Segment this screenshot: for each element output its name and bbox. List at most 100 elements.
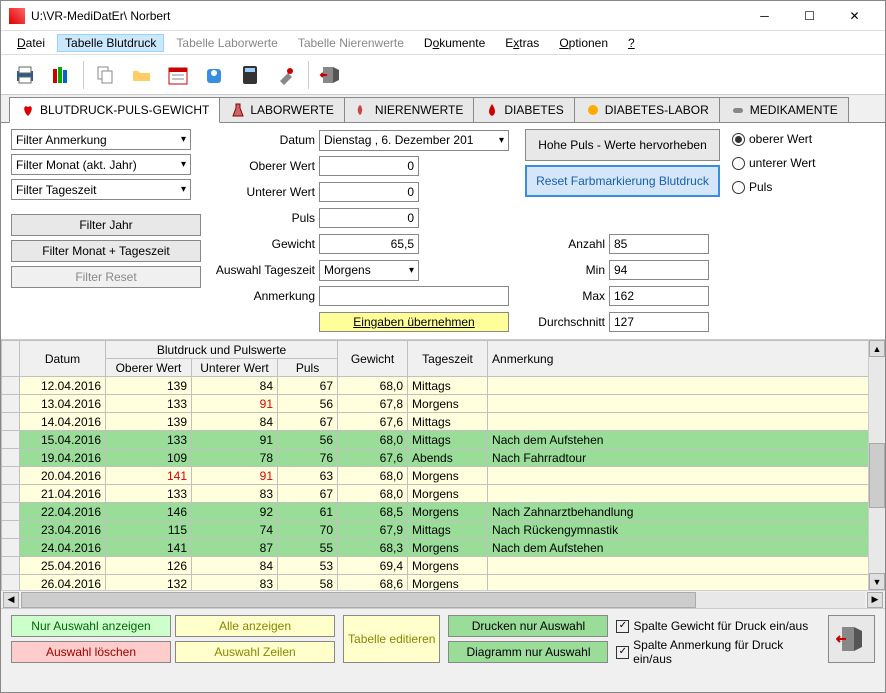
filter-tageszeit-combo[interactable]: Filter Tageszeit xyxy=(11,179,191,200)
gewicht-input[interactable] xyxy=(319,234,419,254)
filter-monat-combo[interactable]: Filter Monat (akt. Jahr) xyxy=(11,154,191,175)
books-icon[interactable] xyxy=(45,59,77,91)
hdr-datum[interactable]: Datum xyxy=(20,341,106,377)
tabstrip: BLUTDRUCK-PULS-GEWICHT LABORWERTE NIEREN… xyxy=(1,95,885,123)
tab-blutdruck[interactable]: BLUTDRUCK-PULS-GEWICHT xyxy=(9,97,220,123)
menu-extras[interactable]: Extras xyxy=(497,34,547,52)
data-table[interactable]: Datum Blutdruck und Pulswerte Gewicht Ta… xyxy=(1,340,885,590)
scroll-up-arrow[interactable]: ▲ xyxy=(869,340,885,357)
radio-puls[interactable]: Puls xyxy=(732,177,815,197)
hdr-puls[interactable]: Puls xyxy=(278,359,338,377)
calendar-icon[interactable] xyxy=(162,59,194,91)
check-anmerkung[interactable]: Spalte Anmerkung für Druck ein/aus xyxy=(616,641,820,663)
maximize-button[interactable]: ☐ xyxy=(787,2,832,30)
exit-button[interactable] xyxy=(828,615,875,663)
scroll-down-arrow[interactable]: ▼ xyxy=(869,573,885,590)
eingaben-uebernehmen-button[interactable]: Eingaben übernehmen xyxy=(319,312,509,332)
table-row[interactable]: 23.04.2016115747067,9MittagsNach Rückeng… xyxy=(2,521,885,539)
gewicht-label: Gewicht xyxy=(215,237,315,251)
table-row[interactable]: 12.04.2016139846768,0Mittags xyxy=(2,377,885,395)
puls-input[interactable] xyxy=(319,208,419,228)
tageszeit-combo[interactable]: Morgens xyxy=(319,260,419,281)
hohe-puls-button[interactable]: Hohe Puls - Werte hervorheben xyxy=(525,129,720,161)
hdr-bp[interactable]: Blutdruck und Pulswerte xyxy=(106,341,338,359)
calculator-icon[interactable] xyxy=(234,59,266,91)
copy-icon[interactable] xyxy=(90,59,122,91)
radio-unterer[interactable]: unterer Wert xyxy=(732,153,815,173)
heart-icon xyxy=(20,102,36,118)
menu-datei[interactable]: Datei xyxy=(9,34,53,52)
minimize-button[interactable]: ─ xyxy=(742,2,787,30)
auswahl-loeschen-button[interactable]: Auswahl löschen xyxy=(11,641,171,663)
tab-laborwerte[interactable]: LABORWERTE xyxy=(219,97,345,122)
oberer-label: Oberer Wert xyxy=(215,159,315,173)
radio-oberer[interactable]: oberer Wert xyxy=(732,129,815,149)
menu-tabelle-blutdruck[interactable]: Tabelle Blutdruck xyxy=(57,34,164,52)
menu-help[interactable]: ? xyxy=(620,34,643,52)
alle-anzeigen-button[interactable]: Alle anzeigen xyxy=(175,615,335,637)
filter-column: Filter Anmerkung Filter Monat (akt. Jahr… xyxy=(11,129,207,333)
table-row[interactable]: 25.04.2016126845369,4Morgens xyxy=(2,557,885,575)
table-row[interactable]: 13.04.2016133915667,8Morgens xyxy=(2,395,885,413)
hdr-unterer[interactable]: Unterer Wert xyxy=(192,359,278,377)
exit-icon[interactable] xyxy=(315,59,347,91)
hdr-tageszeit[interactable]: Tageszeit xyxy=(408,341,488,377)
min-label: Min xyxy=(525,263,605,277)
max-value: 162 xyxy=(609,286,709,306)
tab-medikamente[interactable]: MEDIKAMENTE xyxy=(719,97,849,122)
menu-tabelle-laborwerte[interactable]: Tabelle Laborwerte xyxy=(168,34,285,52)
table-row[interactable]: 21.04.2016133836768,0Morgens xyxy=(2,485,885,503)
table-row[interactable]: 22.04.2016146926168,5MorgensNach Zahnarz… xyxy=(2,503,885,521)
table-row[interactable]: 15.04.2016133915668,0MittagsNach dem Auf… xyxy=(2,431,885,449)
filter-anmerkung-combo[interactable]: Filter Anmerkung xyxy=(11,129,191,150)
horizontal-scrollbar[interactable]: ◀ ▶ xyxy=(1,590,885,608)
unterer-label: Unterer Wert xyxy=(215,185,315,199)
table-row[interactable]: 20.04.2016141916368,0Morgens xyxy=(2,467,885,485)
titlebar: U:\VR-MediDatEr\ Norbert ─ ☐ ✕ xyxy=(1,1,885,31)
tabelle-editieren-button[interactable]: Tabelle editieren xyxy=(343,615,440,663)
toolbar xyxy=(1,55,885,95)
oberer-input[interactable] xyxy=(319,156,419,176)
table-row[interactable]: 24.04.2016141875568,3MorgensNach dem Auf… xyxy=(2,539,885,557)
kidney-icon xyxy=(355,102,371,118)
tageszeit-label: Auswahl Tageszeit xyxy=(215,263,315,277)
drucken-button[interactable]: Drucken nur Auswahl xyxy=(448,615,608,637)
table-row[interactable]: 19.04.2016109787667,6AbendsNach Fahrradt… xyxy=(2,449,885,467)
tab-diabetes-labor[interactable]: DIABETES-LABOR xyxy=(574,97,720,122)
durchschnitt-value: 127 xyxy=(609,312,709,332)
scale-icon[interactable] xyxy=(198,59,230,91)
table-row[interactable]: 14.04.2016139846767,6Mittags xyxy=(2,413,885,431)
print-icon[interactable] xyxy=(9,59,41,91)
scroll-right-arrow[interactable]: ▶ xyxy=(867,592,883,608)
vertical-scrollbar[interactable]: ▲ ▼ xyxy=(868,340,885,590)
anmerkung-input[interactable] xyxy=(319,286,509,306)
menu-optionen[interactable]: Optionen xyxy=(551,34,616,52)
data-table-area: Datum Blutdruck und Pulswerte Gewicht Ta… xyxy=(1,340,885,590)
app-icon xyxy=(9,8,25,24)
filter-reset-button[interactable]: Filter Reset xyxy=(11,266,201,288)
hdr-anmerkung[interactable]: Anmerkung xyxy=(488,341,885,377)
scroll-left-arrow[interactable]: ◀ xyxy=(3,592,19,608)
hdr-gewicht[interactable]: Gewicht xyxy=(338,341,408,377)
hdr-oberer[interactable]: Oberer Wert xyxy=(106,359,192,377)
filter-jahr-button[interactable]: Filter Jahr xyxy=(11,214,201,236)
filter-monat-tageszeit-button[interactable]: Filter Monat + Tageszeit xyxy=(11,240,201,262)
table-row[interactable]: 26.04.2016132835868,6Morgens xyxy=(2,575,885,591)
auswahl-zeilen-button[interactable]: Auswahl Zeilen xyxy=(175,641,335,663)
close-button[interactable]: ✕ xyxy=(832,2,877,30)
unterer-input[interactable] xyxy=(319,182,419,202)
datum-picker[interactable]: Dienstag , 6. Dezember 201 xyxy=(319,130,509,151)
menu-tabelle-nierenwerte[interactable]: Tabelle Nierenwerte xyxy=(290,34,412,52)
max-label: Max xyxy=(525,289,605,303)
diagramm-button[interactable]: Diagramm nur Auswahl xyxy=(448,641,608,663)
tools-icon[interactable] xyxy=(270,59,302,91)
hscroll-thumb[interactable] xyxy=(21,592,696,608)
menu-dokumente[interactable]: Dokumente xyxy=(416,34,493,52)
nur-auswahl-button[interactable]: Nur Auswahl anzeigen xyxy=(11,615,171,637)
tab-diabetes[interactable]: DIABETES xyxy=(473,97,574,122)
reset-farb-button[interactable]: Reset Farbmarkierung Blutdruck xyxy=(525,165,720,197)
check-gewicht[interactable]: Spalte Gewicht für Druck ein/aus xyxy=(616,615,820,637)
folder-icon[interactable] xyxy=(126,59,158,91)
tab-nierenwerte[interactable]: NIERENWERTE xyxy=(344,97,474,122)
scroll-thumb[interactable] xyxy=(869,443,885,508)
